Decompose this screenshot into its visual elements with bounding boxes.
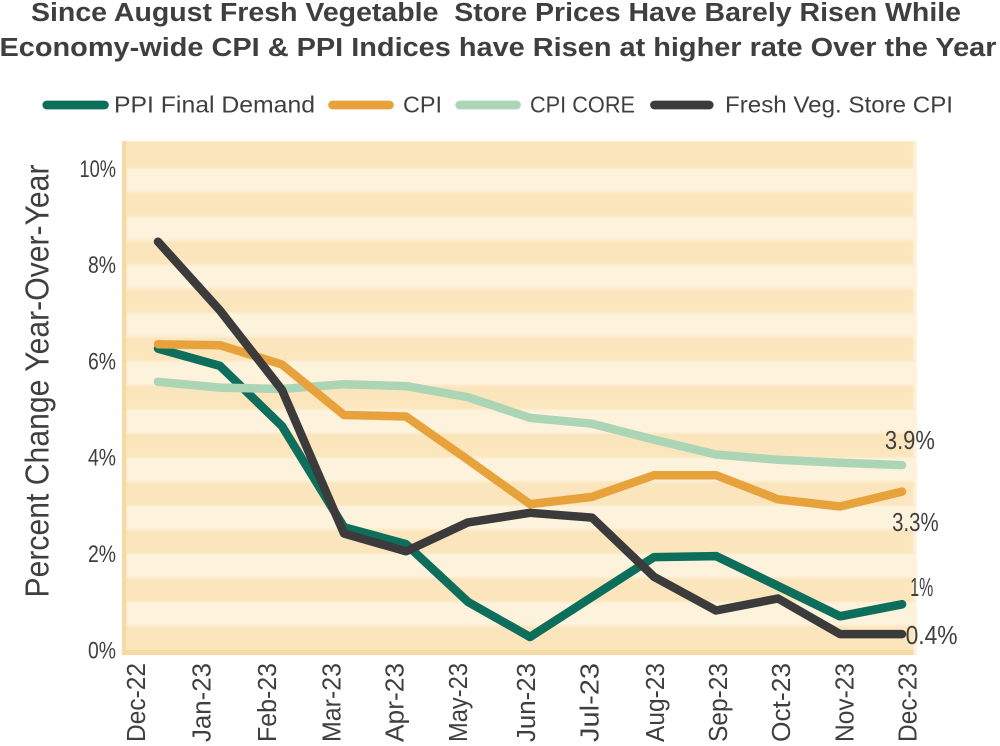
- svg-text:10%: 10%: [80, 156, 117, 183]
- svg-text:Fresh Veg. Store CPI: Fresh Veg. Store CPI: [725, 92, 953, 118]
- svg-text:Economy-wide CPI & PPI Indices: Economy-wide CPI & PPI Indices have Rise…: [0, 32, 996, 62]
- svg-text:4%: 4%: [88, 445, 116, 472]
- svg-text:Mar-23: Mar-23: [318, 663, 346, 742]
- svg-text:Apr-23: Apr-23: [381, 663, 409, 742]
- svg-text:Oct-23: Oct-23: [768, 663, 796, 742]
- svg-text:Percent Change Year-Over-Year: Percent Change Year-Over-Year: [19, 165, 56, 598]
- svg-text:0%: 0%: [88, 637, 116, 664]
- svg-text:Nov-23: Nov-23: [831, 663, 859, 742]
- svg-text:May-23: May-23: [445, 663, 473, 742]
- svg-text:Jul-23: Jul-23: [576, 663, 604, 742]
- svg-text:Sep-23: Sep-23: [705, 663, 733, 742]
- svg-text:3.9%: 3.9%: [885, 425, 935, 455]
- svg-text:Dec-23: Dec-23: [894, 663, 922, 742]
- svg-text:Aug-23: Aug-23: [642, 663, 670, 742]
- svg-text:Feb-23: Feb-23: [254, 663, 282, 742]
- svg-text:Dec-22: Dec-22: [123, 663, 151, 742]
- svg-text:PPI Final Demand: PPI Final Demand: [114, 92, 315, 118]
- svg-text:2%: 2%: [88, 541, 116, 568]
- svg-text:CPI CORE: CPI CORE: [530, 92, 635, 118]
- svg-text:Since August Fresh Vegetable: Since August Fresh Vegetable Store Price…: [31, 0, 961, 27]
- svg-text:6%: 6%: [88, 348, 116, 375]
- svg-text:Jun-23: Jun-23: [513, 663, 541, 742]
- svg-text:Jan-23: Jan-23: [188, 663, 216, 742]
- svg-text:3.3%: 3.3%: [892, 507, 939, 537]
- svg-text:1%: 1%: [910, 572, 933, 602]
- svg-text:CPI: CPI: [403, 92, 442, 118]
- svg-text:0.4%: 0.4%: [906, 620, 958, 650]
- svg-text:8%: 8%: [88, 252, 116, 279]
